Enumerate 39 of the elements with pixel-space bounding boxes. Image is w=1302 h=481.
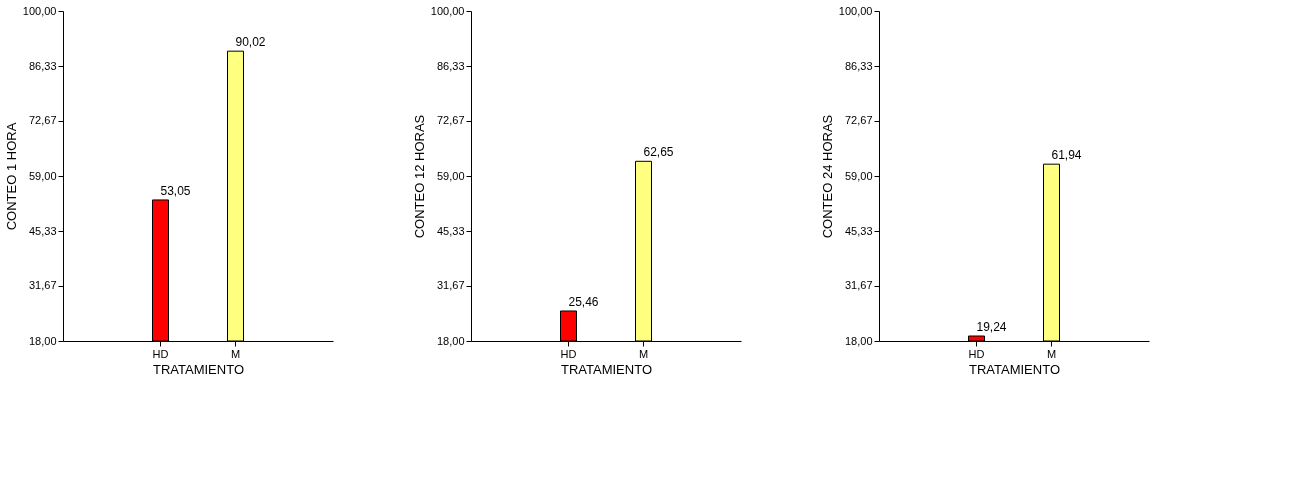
y-tick-label: 59,00: [436, 169, 465, 182]
data-label: 61,94: [1051, 148, 1082, 163]
y-tick-label: 100,00: [838, 4, 873, 17]
y-tick-label: 86,33: [436, 59, 465, 72]
x-axis-title: TRATAMIENTO: [153, 361, 244, 377]
y-tick-label: 31,67: [28, 279, 57, 292]
x-tick-label: HD: [560, 347, 577, 360]
y-tick-label: 72,67: [28, 114, 57, 127]
y-tick-label: 45,33: [436, 224, 465, 237]
y-tick-label: 18,00: [28, 334, 57, 347]
y-tick-label: 86,33: [28, 59, 57, 72]
y-tick-label: 59,00: [28, 169, 57, 182]
x-axis-title: TRATAMIENTO: [561, 361, 652, 377]
x-axis-title: TRATAMIENTO: [969, 361, 1060, 377]
x-tick-label: M: [638, 347, 649, 360]
y-axis-title: CONTEO 12 HORAS: [411, 114, 427, 239]
x-tick-label: M: [1046, 347, 1057, 360]
data-label: 53,05: [160, 183, 191, 198]
y-tick-label: 18,00: [436, 334, 465, 347]
y-tick-label: 45,33: [28, 224, 57, 237]
data-label: 25,46: [568, 294, 599, 309]
y-tick-label: 45,33: [844, 224, 873, 237]
y-tick-label: 86,33: [844, 59, 873, 72]
y-tick-label: 31,67: [844, 279, 873, 292]
y-axis-title: CONTEO 1 HORA: [3, 122, 19, 231]
y-tick-label: 100,00: [22, 4, 57, 17]
x-tick-label: HD: [968, 347, 985, 360]
y-axis-title: CONTEO 24 HORAS: [819, 114, 835, 239]
y-tick-label: 59,00: [844, 169, 873, 182]
data-label: 62,65: [643, 145, 674, 160]
y-tick-label: 18,00: [844, 334, 873, 347]
y-tick-label: 72,67: [436, 114, 465, 127]
data-label: 90,02: [235, 35, 266, 50]
data-label: 19,24: [976, 320, 1007, 335]
x-tick-label: HD: [152, 347, 169, 360]
y-tick-label: 31,67: [436, 279, 465, 292]
y-tick-label: 100,00: [430, 4, 465, 17]
y-tick-label: 72,67: [844, 114, 873, 127]
x-tick-label: M: [230, 347, 241, 360]
